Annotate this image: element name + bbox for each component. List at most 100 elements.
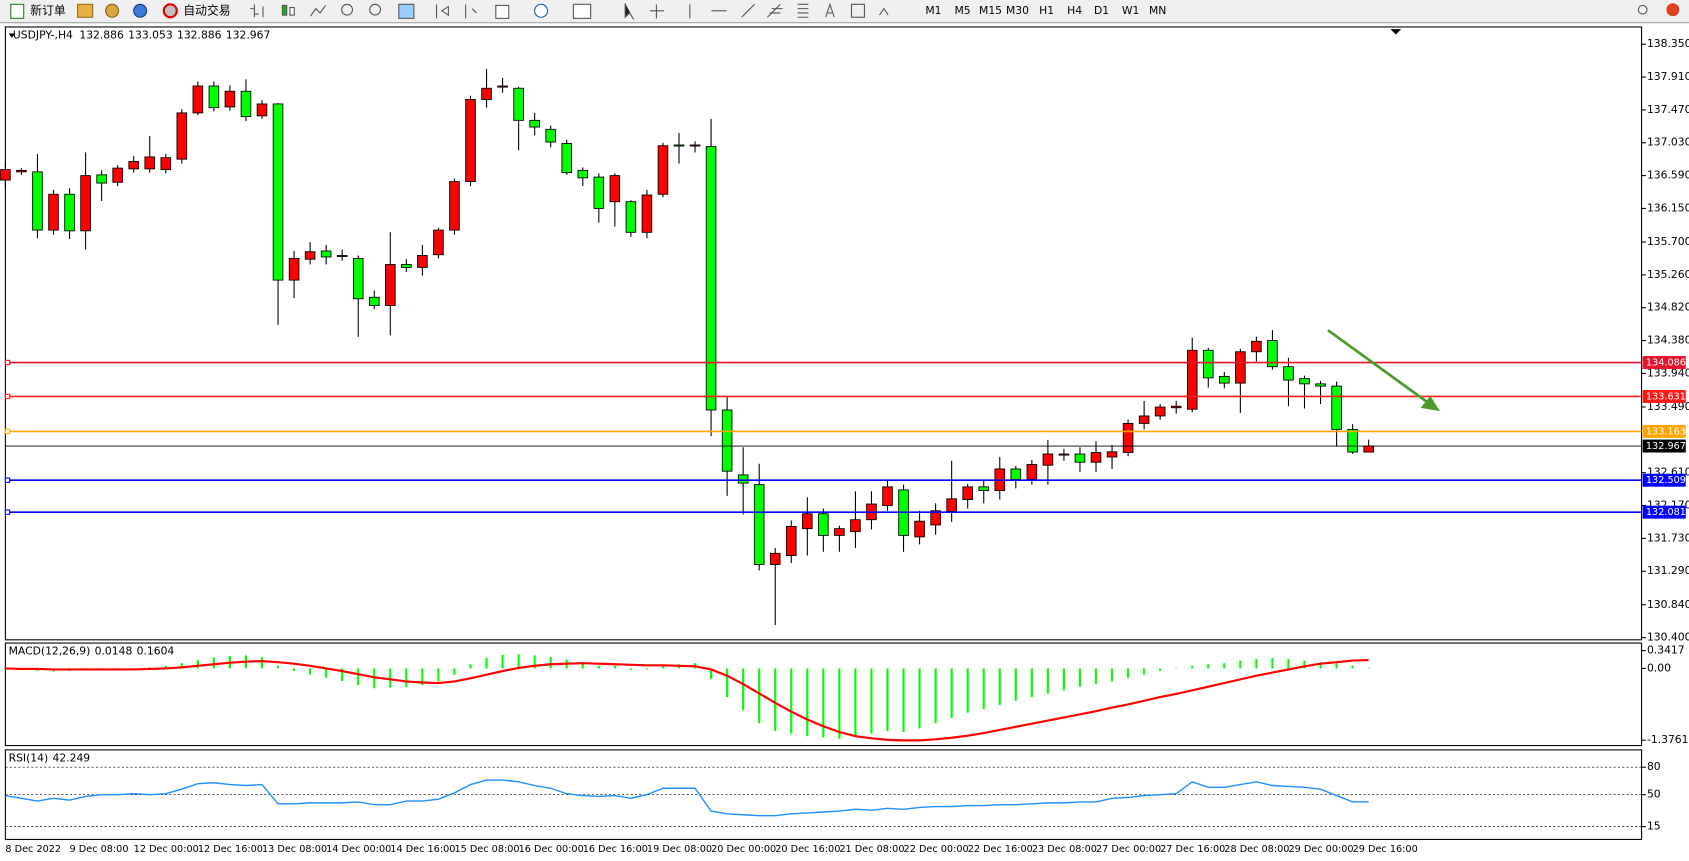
fibo-icon[interactable] xyxy=(797,3,809,18)
macd-bar xyxy=(581,662,584,669)
scroll-icon[interactable] xyxy=(435,4,449,19)
last-close: 132.967 xyxy=(226,29,271,42)
timeframe-button[interactable]: M1 xyxy=(925,4,941,17)
candle-body xyxy=(192,85,204,114)
notification[interactable] xyxy=(1666,3,1680,17)
signal-last: 0.1604 xyxy=(137,645,175,658)
macd-bar xyxy=(1271,657,1274,669)
icon[interactable] xyxy=(77,3,94,18)
macd-bar xyxy=(790,668,793,734)
macd-bar xyxy=(854,668,857,737)
shift-icon[interactable] xyxy=(465,4,477,19)
timeframe-button[interactable]: W1 xyxy=(1122,4,1139,17)
period-icon[interactable] xyxy=(534,3,549,18)
timeframe-button[interactable]: H4 xyxy=(1067,4,1082,17)
crosshair-icon[interactable] xyxy=(649,4,664,19)
candle-body xyxy=(96,174,107,184)
macd-bar xyxy=(1014,668,1017,701)
x-tick-label: 12 Dec 00:00 xyxy=(134,844,199,855)
symbol: USDJPY-,H4 xyxy=(13,29,73,42)
toolbar: 新订单 自动交易 xyxy=(0,0,1689,24)
arrow-icon[interactable] xyxy=(879,7,889,16)
price-label: 131.730 xyxy=(1647,531,1689,544)
level-label: 132.081 xyxy=(1646,507,1686,518)
arrow-shaft xyxy=(1327,329,1431,405)
text-icon[interactable] xyxy=(825,2,835,18)
auto-trade-label[interactable]: 自动交易 xyxy=(183,3,230,17)
timeframe-button[interactable]: M5 xyxy=(954,4,970,17)
candle-body xyxy=(1042,453,1054,466)
candle-body xyxy=(1186,349,1198,410)
candle-body xyxy=(128,160,139,170)
macd-bar xyxy=(164,665,167,669)
tile-icon[interactable] xyxy=(398,3,415,19)
macd-bar xyxy=(533,655,536,669)
level-handle xyxy=(4,428,11,435)
candle-body xyxy=(48,193,59,231)
x-tick-label: 19 Dec 08:00 xyxy=(647,844,712,855)
candle-body xyxy=(1202,349,1214,379)
macd-bar xyxy=(1030,668,1033,698)
macd-bar xyxy=(309,668,312,675)
macd-bar xyxy=(1223,663,1226,669)
candle-body xyxy=(1058,453,1070,456)
macd-bar xyxy=(341,668,344,681)
x-tick-label: 22 Dec 00:00 xyxy=(904,844,969,855)
rsi-chart: 80 50 15 xyxy=(5,760,1661,833)
macd-bar xyxy=(405,668,408,688)
macd-bar xyxy=(613,665,616,669)
search-icon[interactable] xyxy=(1637,4,1648,15)
candle-body xyxy=(465,99,476,182)
label-icon[interactable] xyxy=(850,3,865,18)
candle-body xyxy=(882,486,893,506)
candle-icon[interactable] xyxy=(281,4,288,16)
template-icon[interactable] xyxy=(572,3,592,19)
price-label: 135.260 xyxy=(1647,268,1689,281)
bar-chart-icon[interactable] xyxy=(250,4,264,18)
candle-body xyxy=(304,251,316,260)
candle-body xyxy=(1138,415,1150,424)
channel-icon[interactable] xyxy=(767,3,783,18)
candle-body xyxy=(272,103,284,281)
new-order-label[interactable]: 新订单 xyxy=(30,3,66,17)
timeframe-button[interactable]: H1 xyxy=(1039,4,1054,17)
zoom-in-icon[interactable] xyxy=(341,3,353,16)
auto-trade-button[interactable]: 自动交易 xyxy=(162,3,231,19)
cursor-icon[interactable] xyxy=(624,3,635,20)
price-label: 131.290 xyxy=(1647,564,1689,577)
macd-bar xyxy=(902,668,905,733)
icon[interactable] xyxy=(105,3,120,18)
trendline-icon[interactable] xyxy=(741,3,755,18)
timeframe-button[interactable]: MN xyxy=(1149,4,1166,17)
x-tick-label: 12 Dec 16:00 xyxy=(198,844,263,855)
candle-body xyxy=(449,181,460,231)
macd-bar xyxy=(325,668,328,678)
candle-body xyxy=(401,263,412,268)
candle-icon[interactable] xyxy=(289,7,295,16)
icon[interactable] xyxy=(133,3,148,18)
macd-bar xyxy=(886,668,889,731)
zoom-out-icon[interactable] xyxy=(369,3,382,16)
candle-body xyxy=(1122,422,1134,453)
macd-bar xyxy=(806,668,809,737)
candle-body xyxy=(1299,378,1310,385)
candle-body xyxy=(352,258,364,300)
level-label: 134.086 xyxy=(1646,358,1686,369)
new-order-button[interactable]: 新订单 xyxy=(10,3,66,19)
candle-body xyxy=(320,250,332,258)
timeframe-button[interactable]: D1 xyxy=(1094,4,1109,17)
indicator-icon[interactable] xyxy=(495,4,510,19)
x-tick-label: 14 Dec 00:00 xyxy=(326,844,391,855)
line-chart-icon[interactable] xyxy=(309,5,326,17)
macd-bar xyxy=(1094,668,1098,685)
x-tick-label: 27 Dec 16:00 xyxy=(1160,844,1225,855)
rsi-line xyxy=(5,779,1369,817)
macd-bar xyxy=(421,668,424,686)
timeframe-button[interactable]: M30 xyxy=(1006,4,1029,17)
candle-body xyxy=(834,528,845,536)
timeframe-button[interactable]: M15 xyxy=(979,4,1002,17)
macd-bar xyxy=(437,668,440,682)
macd-bar xyxy=(1191,665,1194,669)
